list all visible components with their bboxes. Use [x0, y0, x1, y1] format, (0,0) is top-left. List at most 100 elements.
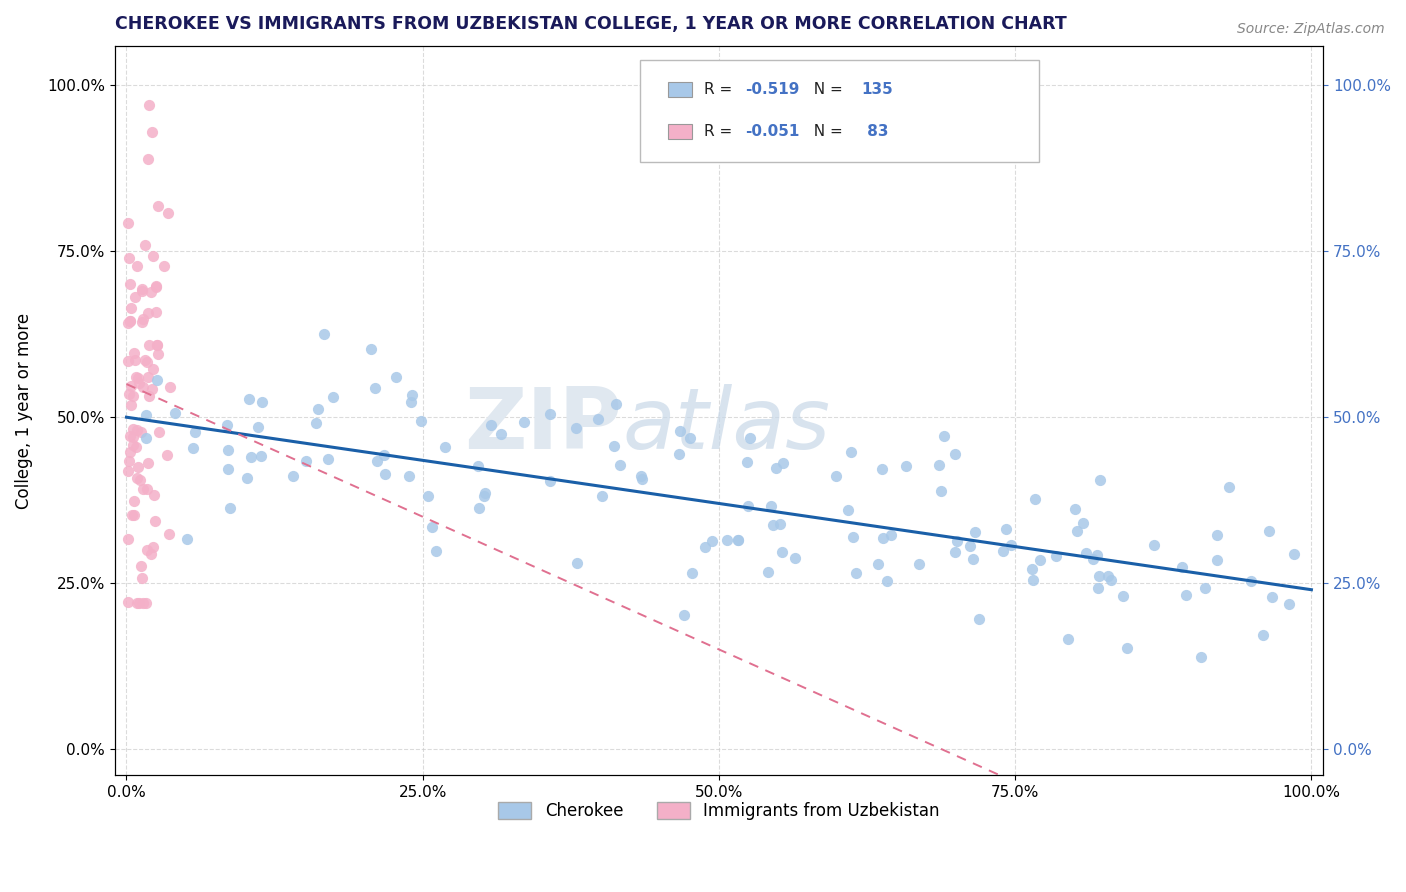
Point — [145, 373, 167, 387]
Point — [131, 380, 153, 394]
Point — [373, 448, 395, 462]
Point — [1088, 473, 1111, 487]
Point — [825, 469, 848, 483]
Point — [1206, 553, 1229, 567]
Point — [512, 415, 534, 429]
Text: N =: N = — [804, 124, 848, 139]
Point — [124, 290, 146, 304]
Point — [693, 540, 716, 554]
Point — [121, 508, 143, 523]
Point — [668, 424, 690, 438]
Point — [962, 552, 984, 566]
Point — [374, 467, 396, 481]
Point — [143, 514, 166, 528]
Point — [148, 199, 170, 213]
Point — [138, 338, 160, 352]
Point — [772, 456, 794, 470]
Text: N =: N = — [804, 82, 848, 97]
Point — [1194, 582, 1216, 596]
Point — [540, 474, 562, 488]
Point — [908, 557, 931, 571]
Point — [217, 443, 239, 458]
Point — [963, 524, 986, 539]
Point — [716, 533, 738, 547]
Point — [134, 238, 156, 252]
Point — [238, 392, 260, 407]
Point — [124, 508, 146, 522]
Point — [894, 458, 917, 473]
Point — [156, 449, 179, 463]
Point — [122, 346, 145, 360]
Point — [128, 376, 150, 391]
Point — [118, 277, 141, 292]
Point — [841, 531, 863, 545]
Point — [631, 472, 654, 486]
Point — [785, 551, 807, 566]
Point — [866, 557, 889, 571]
Point — [491, 426, 513, 441]
Point — [876, 574, 898, 588]
Point — [1282, 548, 1305, 562]
Point — [157, 526, 180, 541]
Point — [131, 571, 153, 585]
Point — [120, 429, 142, 443]
Point — [401, 388, 423, 402]
Point — [125, 440, 148, 454]
Point — [932, 429, 955, 443]
Text: 83: 83 — [862, 124, 889, 139]
Point — [132, 596, 155, 610]
Point — [425, 544, 447, 558]
Point — [131, 315, 153, 329]
Point — [157, 206, 180, 220]
Point — [124, 353, 146, 368]
Point — [122, 438, 145, 452]
Point — [630, 468, 652, 483]
Point — [247, 420, 270, 434]
Point — [467, 459, 489, 474]
Point — [141, 285, 163, 299]
Point — [136, 152, 159, 166]
Point — [1251, 628, 1274, 642]
Point — [135, 408, 157, 422]
Text: ZIP: ZIP — [464, 384, 623, 467]
Point — [122, 422, 145, 436]
Point — [737, 499, 759, 513]
Point — [141, 383, 163, 397]
Point — [384, 370, 406, 384]
Point — [117, 532, 139, 546]
Point — [120, 398, 142, 412]
Point — [127, 370, 149, 384]
Point — [316, 451, 339, 466]
Point — [117, 353, 139, 368]
Point — [152, 260, 174, 274]
Point — [479, 417, 502, 432]
Point — [738, 431, 761, 445]
Point — [1087, 581, 1109, 595]
Point — [839, 445, 862, 459]
Point — [120, 314, 142, 328]
Point — [142, 487, 165, 501]
Point — [928, 458, 950, 472]
Point — [120, 314, 142, 328]
Point — [184, 425, 207, 439]
Point — [138, 98, 160, 112]
Point — [217, 418, 239, 433]
Point — [609, 458, 631, 472]
Point — [768, 516, 790, 531]
Point — [131, 285, 153, 299]
Point — [756, 566, 779, 580]
Point — [467, 501, 489, 516]
Point — [1000, 538, 1022, 552]
Point — [239, 450, 262, 464]
Point — [1218, 480, 1240, 494]
Point — [765, 461, 787, 475]
Point — [870, 461, 893, 475]
Point — [591, 489, 613, 503]
Point — [181, 441, 204, 455]
Point — [281, 469, 304, 483]
Point — [416, 489, 439, 503]
Point — [136, 370, 159, 384]
Point — [538, 408, 561, 422]
Point — [411, 414, 433, 428]
Point — [176, 533, 198, 547]
